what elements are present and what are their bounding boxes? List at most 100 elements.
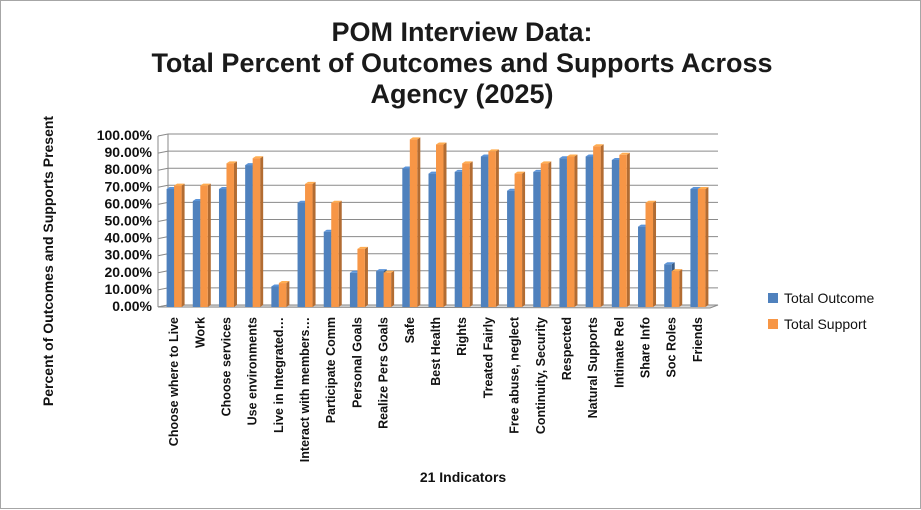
bar-side [391, 270, 395, 307]
legend-label-total-support: Total Support [784, 316, 867, 332]
bar-side [600, 144, 604, 307]
bar-side [495, 149, 499, 307]
bar-top [540, 161, 552, 164]
bar-top [383, 270, 395, 273]
x-tick-label: Respected [560, 317, 574, 380]
bar-total-support [566, 156, 575, 307]
y-tick-label: 80.00% [105, 161, 153, 177]
bar-side [364, 246, 368, 307]
y-tick-label: 0.00% [112, 298, 152, 314]
x-tick-label: Interact with members… [298, 317, 312, 462]
y-tick-label: 40.00% [105, 230, 153, 246]
x-tick-label: Personal Goals [350, 317, 364, 408]
bar-total-support [488, 151, 496, 307]
y-tick-label: 90.00% [105, 144, 153, 160]
bar-top [200, 183, 211, 186]
bar-total-outcome [507, 190, 515, 307]
gridline-depth [157, 150, 169, 154]
chart-title-line-1: POM Interview Data: [331, 17, 592, 47]
x-tick-label: Choose where to Live [167, 317, 181, 446]
bar-total-outcome [323, 231, 332, 307]
bar-total-support [619, 154, 627, 307]
bar-top [619, 152, 630, 155]
x-tick-label: Work [193, 317, 207, 348]
bar-top [376, 269, 387, 272]
bar-side [443, 142, 447, 307]
bar-total-support [252, 158, 261, 307]
bar-total-outcome [192, 200, 201, 307]
bar-top [409, 137, 421, 140]
bar-side [417, 137, 421, 307]
bar-total-outcome [611, 159, 620, 307]
bar-total-support [226, 163, 234, 307]
gridline-depth [157, 167, 169, 171]
gridline-depth [157, 236, 169, 240]
bar-top [174, 183, 185, 186]
x-tick-label: Natural Supports [586, 317, 600, 418]
bar-total-outcome [690, 189, 698, 307]
bar-side [233, 161, 237, 307]
x-axis-title: 21 Indicators [420, 469, 507, 485]
bar-side [181, 183, 185, 307]
gridline-depth [157, 270, 169, 274]
plot-area: 0.00%10.00%20.00%30.00%40.00%50.00% 60.00… [97, 127, 719, 462]
bar-total-outcome [480, 156, 489, 307]
bar-total-outcome [454, 171, 463, 307]
bar-total-support [200, 185, 208, 307]
x-tick-label: Use environments [246, 317, 260, 425]
legend-swatch-total-outcome [768, 293, 778, 303]
chart-title: POM Interview Data: Total Percent of Out… [151, 17, 772, 109]
y-tick-label: 70.00% [105, 178, 153, 194]
bar-side [469, 161, 473, 307]
bar-total-support [436, 144, 444, 307]
x-tick-label: Live in Integrated… [272, 317, 286, 433]
bar-total-support [305, 183, 313, 307]
y-tick-label: 20.00% [105, 264, 153, 280]
bar-top [305, 181, 316, 184]
legend-label-total-outcome: Total Outcome [784, 290, 874, 306]
bar-top [566, 154, 578, 157]
bar-total-outcome [533, 171, 541, 307]
bar-side [653, 200, 657, 307]
x-tick-label: Soc Roles [665, 317, 679, 377]
bar-side [705, 187, 709, 307]
y-tick-label: 50.00% [105, 213, 153, 229]
bar-total-outcome [271, 286, 279, 307]
x-tick-label: Safe [403, 317, 417, 343]
bar-total-support [593, 146, 601, 307]
x-tick-label: Treated Fairly [481, 317, 495, 398]
bar-top [514, 171, 526, 174]
bar-side [522, 171, 526, 307]
bar-top [462, 161, 473, 164]
bar-total-support [514, 173, 523, 307]
x-tick-label: Best Health [429, 317, 443, 386]
bar-total-outcome [559, 158, 567, 307]
x-tick-label: Participate Comm [324, 317, 338, 423]
bar-total-support [331, 202, 339, 307]
bar-side [548, 161, 552, 307]
bar-total-support [540, 163, 549, 307]
y-tick-label: 60.00% [105, 195, 153, 211]
bar-top [278, 281, 290, 284]
x-tick-label: Intimate Rel [612, 317, 626, 388]
bar-total-outcome [297, 202, 306, 307]
legend-swatch-total-support [768, 319, 778, 329]
bar-top [357, 246, 368, 249]
bar-side [286, 281, 290, 307]
bar-total-support [174, 185, 182, 307]
bar-total-outcome [428, 173, 436, 307]
x-tick-label: Choose services [219, 317, 233, 416]
bar-top [226, 161, 237, 164]
bar-side [207, 183, 211, 307]
gridline-depth [157, 201, 169, 205]
gridline-depth [157, 184, 169, 188]
bar-total-support [357, 248, 365, 307]
bar-total-support [278, 283, 287, 307]
bar-total-support [462, 163, 470, 307]
y-tick-label: 100.00% [97, 127, 153, 143]
gridline-depth [157, 219, 169, 222]
y-tick-label: 10.00% [105, 281, 153, 297]
x-tick-label: Rights [455, 317, 469, 356]
